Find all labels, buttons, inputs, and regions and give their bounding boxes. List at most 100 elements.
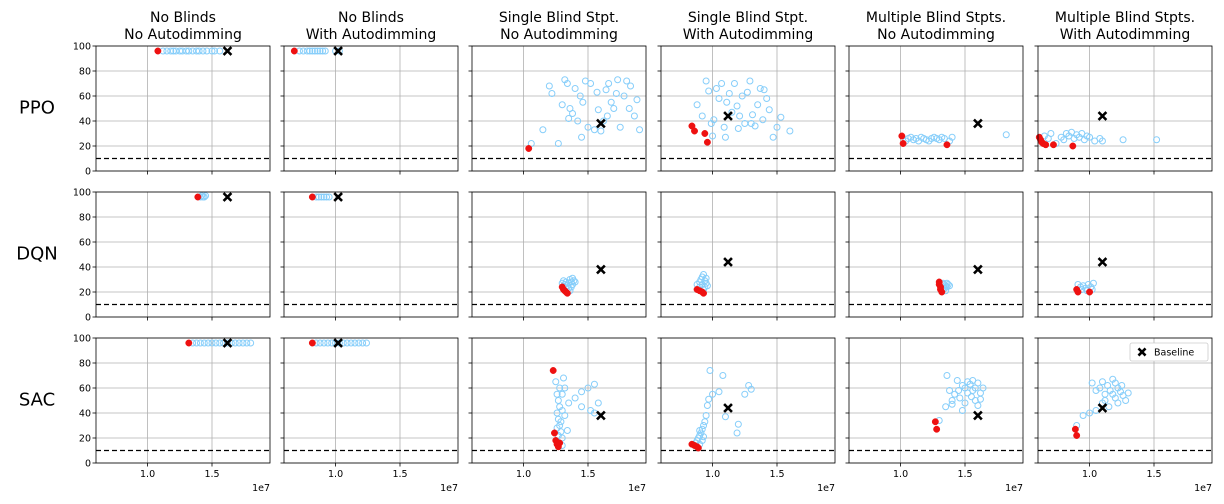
panel-frame — [283, 337, 459, 464]
candidate-point — [569, 110, 577, 117]
candidate-point — [703, 282, 711, 290]
candidate-point — [239, 339, 247, 347]
candidate-point — [696, 427, 704, 434]
candidate-point — [616, 123, 624, 131]
candidate-point — [974, 402, 982, 409]
candidate-point — [955, 387, 963, 394]
panel: 1.0 1.5 1e7 — [845, 337, 1024, 494]
candidate-point — [211, 47, 219, 55]
candidate-point — [777, 113, 785, 121]
y-tick-label: 0 — [85, 167, 91, 178]
panel — [657, 45, 836, 175]
panel — [1034, 45, 1213, 175]
x-tick-label: 1.5 — [204, 469, 219, 480]
candidate-point — [1088, 379, 1096, 387]
candidate-point — [709, 390, 717, 398]
x-tick-label: 1.0 — [705, 469, 720, 480]
y-tick-label: 100 — [73, 42, 91, 53]
pareto-point — [933, 425, 941, 433]
candidate-point — [202, 192, 210, 200]
candidate-point — [317, 193, 325, 201]
candidate-point — [706, 367, 714, 374]
candidate-point — [1118, 382, 1126, 389]
panel-frame — [1037, 337, 1213, 464]
pareto-point — [1071, 425, 1079, 433]
y-tick-label: 80 — [79, 213, 91, 224]
candidate-point — [548, 90, 556, 97]
baseline-marker — [973, 118, 983, 129]
candidate-point — [958, 407, 966, 414]
candidate-point — [944, 281, 952, 288]
baseline-marker — [333, 338, 343, 348]
candidate-point — [199, 47, 207, 55]
pareto-point — [899, 140, 907, 147]
candidate-point — [734, 125, 742, 132]
candidate-point — [723, 98, 731, 106]
candidate-point — [614, 76, 622, 84]
candidate-point — [539, 126, 547, 134]
baseline-marker — [1097, 257, 1108, 267]
baseline-marker — [333, 46, 343, 56]
panel-frame — [471, 191, 647, 318]
y-tick-label: 40 — [79, 117, 91, 128]
candidate-point — [607, 98, 615, 106]
panel-background — [96, 46, 270, 171]
candidate-point — [597, 127, 605, 135]
column-title-line2: With Autodimming — [683, 27, 813, 43]
candidate-point — [303, 47, 311, 55]
candidate-point — [563, 80, 571, 87]
candidate-point — [347, 339, 355, 347]
candidate-point — [765, 106, 773, 114]
candidate-point — [763, 95, 771, 102]
candidate-point — [196, 339, 204, 347]
y-tick-label: 60 — [79, 92, 91, 103]
candidate-point — [943, 372, 951, 379]
candidate-point — [693, 101, 701, 109]
x-tick-label: 1.0 — [1082, 469, 1097, 480]
baseline-marker — [723, 257, 733, 267]
panel-background — [849, 46, 1023, 171]
column-title-line2: With Autodimming — [1060, 27, 1190, 43]
candidate-point — [599, 117, 607, 125]
candidate-point — [948, 397, 956, 404]
candidate-point — [567, 283, 575, 291]
candidate-point — [773, 123, 781, 131]
candidate-point — [212, 339, 220, 347]
candidate-point — [946, 387, 954, 394]
candidate-point — [1101, 397, 1109, 404]
candidate-point — [736, 112, 744, 120]
candidate-point — [561, 412, 569, 419]
row-label: PPO — [19, 98, 55, 119]
panel-background — [661, 192, 835, 317]
panel-frame — [283, 191, 459, 318]
pareto-point — [1050, 141, 1057, 149]
panel-frame — [660, 337, 836, 464]
pareto-point — [154, 47, 162, 55]
candidate-point — [208, 47, 216, 55]
candidate-point — [979, 384, 987, 392]
candidate-point — [185, 47, 193, 55]
candidate-point — [623, 77, 631, 85]
panel — [845, 191, 1024, 321]
candidate-point — [747, 120, 755, 127]
x-tick-label: 1.5 — [1146, 469, 1161, 480]
panel — [468, 45, 647, 175]
candidate-point — [321, 47, 329, 55]
candidate-point — [721, 413, 729, 421]
pareto-point — [1086, 288, 1094, 296]
candidate-point — [956, 394, 964, 402]
candidate-point — [571, 85, 579, 92]
candidate-point — [730, 80, 738, 87]
panel — [1034, 191, 1213, 321]
candidate-point — [612, 90, 620, 97]
candidate-point — [1096, 384, 1104, 392]
candidate-point — [558, 101, 566, 109]
candidate-point — [339, 339, 347, 347]
candidate-point — [1105, 403, 1113, 411]
pareto-point — [308, 339, 316, 347]
candidate-point — [786, 127, 794, 135]
candidate-point — [1098, 378, 1106, 386]
candidate-point — [625, 105, 633, 112]
candidate-point — [584, 123, 592, 131]
x-multiplier: 1e7 — [817, 483, 835, 494]
